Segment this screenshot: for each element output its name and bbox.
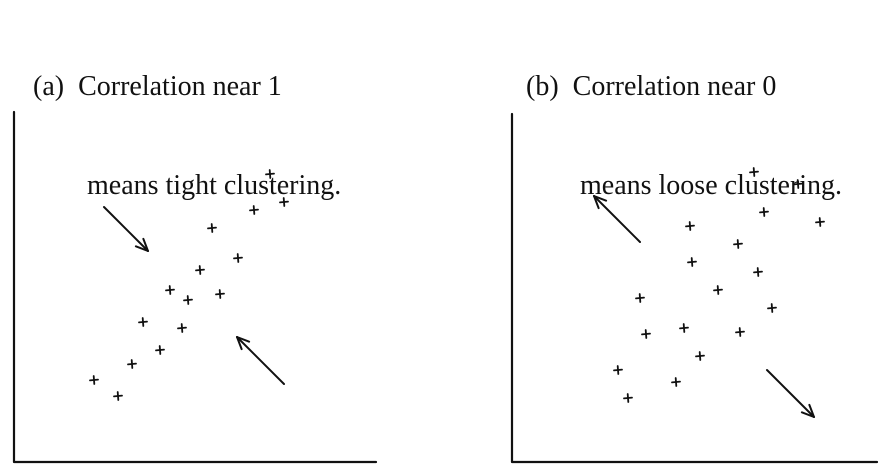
- panel-b-point-17: [793, 179, 803, 189]
- panel-b-caption-line1: (b) Correlation near 0: [526, 70, 842, 103]
- panel-b-point-5: [635, 293, 645, 303]
- panel-a-point-4: [155, 345, 165, 355]
- panel-b-point-4: [641, 329, 651, 339]
- panel-b-arrow-1: [593, 195, 641, 243]
- panel-b-point-9: [685, 221, 695, 231]
- panel-a-point-11: [233, 253, 243, 263]
- panel-a-point-8: [183, 295, 193, 305]
- panel-b-point-6: [679, 323, 689, 333]
- panel-a-point-13: [249, 205, 259, 215]
- panel-a-point-12: [207, 223, 217, 233]
- panel-b-point-11: [733, 239, 743, 249]
- panel-a-point-15: [279, 197, 289, 207]
- panel-b-point-7: [695, 351, 705, 361]
- panel-b-point-18: [815, 217, 825, 227]
- panel-a-point-10: [195, 265, 205, 275]
- panel-b-point-10: [713, 285, 723, 295]
- panel-b-point-12: [735, 327, 745, 337]
- panel-a-point-3: [127, 359, 137, 369]
- panel-a-caption-text1: Correlation near 1: [78, 71, 282, 102]
- panel-b-point-2: [623, 393, 633, 403]
- panel-a-caption-line1: (a) Correlation near 1: [33, 70, 341, 103]
- panel-a-axes: [12, 110, 378, 464]
- panel-a-point-2: [113, 391, 123, 401]
- panel-b-point-8: [687, 257, 697, 267]
- panel-a: [12, 110, 378, 464]
- panel-a-caption-label: (a): [33, 71, 65, 102]
- panel-b-point-1: [613, 365, 623, 375]
- panel-b-point-16: [749, 167, 759, 177]
- panel-a-arrow-2: [236, 336, 285, 385]
- panel-a-point-5: [138, 317, 148, 327]
- panel-a-point-7: [165, 285, 175, 295]
- panel-b-marks: [593, 167, 825, 418]
- panel-b-caption: (b) Correlation near 0 means loose clust…: [526, 4, 842, 235]
- panel-a-point-9: [215, 289, 225, 299]
- panel-b-caption-label: (b): [526, 71, 559, 102]
- panel-a-caption-text2: means tight clustering.: [87, 170, 342, 201]
- panel-b-caption-text2: means loose clustering.: [580, 170, 843, 201]
- panel-a-caption: (a) Correlation near 1 means tight clust…: [33, 4, 341, 235]
- panel-b: [510, 112, 879, 464]
- panel-a-arrow-1: [103, 206, 149, 252]
- panel-a-point-6: [177, 323, 187, 333]
- panel-b-point-15: [759, 207, 769, 217]
- panel-b-caption-text1: Correlation near 0: [572, 71, 777, 102]
- panel-a-marks: [89, 169, 289, 401]
- panel-b-point-13: [753, 267, 763, 277]
- panel-a-point-1: [89, 375, 99, 385]
- panel-b-arrow-2: [766, 369, 815, 418]
- panel-b-point-14: [767, 303, 777, 313]
- panel-b-point-3: [671, 377, 681, 387]
- panel-b-axes: [510, 112, 879, 464]
- panel-a-point-14: [265, 169, 275, 179]
